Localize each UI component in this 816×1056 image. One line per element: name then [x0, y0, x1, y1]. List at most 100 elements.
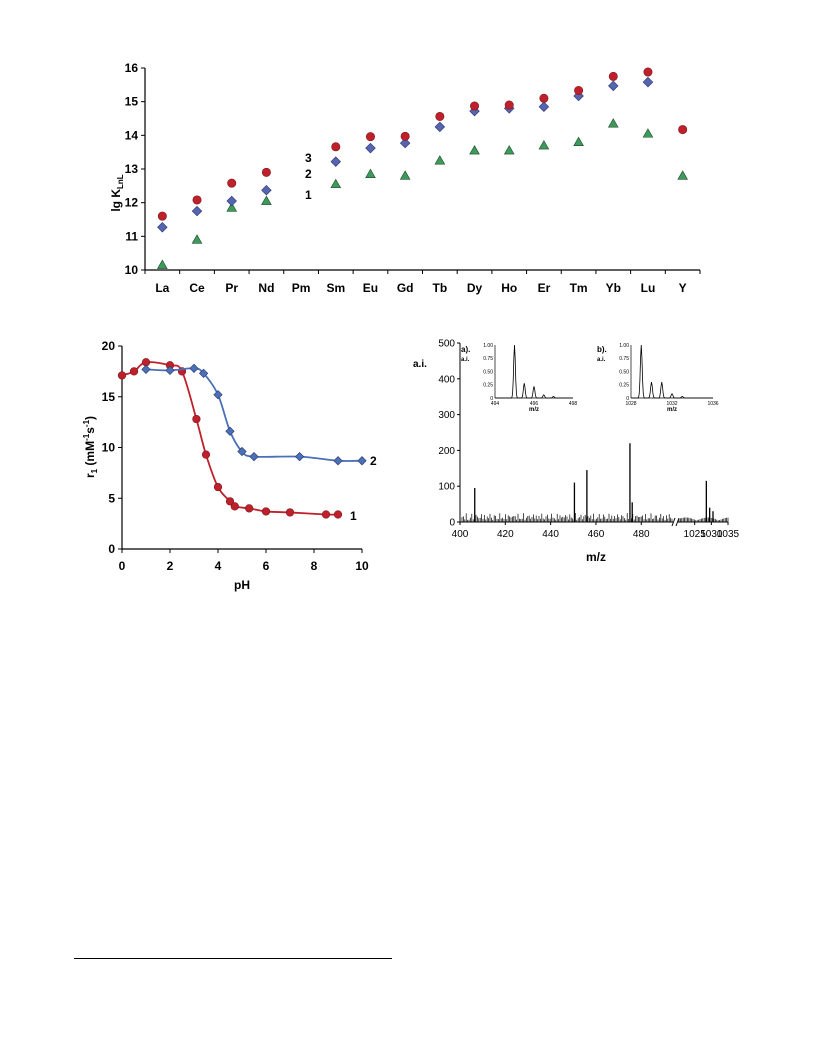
inset-a: a). a.i. 0 0.25 0.50 0.75 1.00 494 496 498 m/z — [461, 343, 577, 413]
y-tick-label: 200 — [438, 446, 455, 457]
x-tick-label: Er — [538, 281, 551, 295]
x-tick-label: 480 — [633, 529, 650, 540]
y-axis-label: lg KLnL — [109, 174, 125, 211]
inset-x-tick-label: 1028 — [625, 401, 636, 407]
inset-x-tick-label: 1036 — [707, 401, 718, 407]
inset-x-tick-label: 494 — [491, 401, 500, 407]
point-series-3-Ce — [192, 195, 202, 205]
point-series-1-Ho — [503, 145, 515, 155]
axis-break-mark — [671, 517, 676, 527]
x-tick-label: Tb — [433, 281, 448, 295]
inset-y-axis-label: a.i. — [461, 357, 470, 363]
point-series-2-Nd — [261, 184, 272, 196]
y-tick-label: 15 — [102, 390, 116, 404]
inset-y-tick-label: 0.50 — [619, 369, 629, 375]
y-axis-label-close: ) — [83, 416, 97, 420]
x-tick-label: Pr — [225, 281, 238, 295]
y-tick-label: 12 — [125, 196, 139, 210]
point-series-1-6 — [201, 450, 211, 459]
point-series-1-Lu — [642, 128, 654, 138]
svg-text:r1 (mM-1s-1): r1 (mM-1s-1) — [82, 416, 99, 478]
y-tick-label: 0 — [449, 518, 455, 529]
point-series-3-Eu — [365, 132, 375, 142]
point-series-3-Ho — [504, 100, 514, 110]
inset-y-tick-label: 0.25 — [483, 383, 493, 389]
point-series-3-Tb — [435, 111, 445, 121]
point-series-2-9 — [333, 456, 343, 466]
y-tick-label: 400 — [438, 374, 455, 385]
baseline-noise — [461, 513, 729, 522]
point-series-1-1 — [129, 367, 139, 376]
footnote-rule — [74, 958, 392, 959]
point-series-1-5 — [192, 414, 201, 424]
point-series-2-Gd — [399, 137, 411, 149]
series-label-3: 3 — [305, 151, 312, 165]
point-series-1-12 — [285, 508, 295, 517]
x-tick-label: 2 — [167, 559, 174, 573]
point-series-1-Tm — [573, 136, 584, 146]
inset-x-tick-label: 1032 — [666, 401, 677, 407]
point-series-2-La — [157, 222, 168, 233]
axis-break-mark — [675, 517, 680, 527]
point-series-2-Eu — [365, 142, 376, 154]
inset-b: b). a.i. 0 0.25 0.50 0.75 1.00 1028 1032 1036 m/z — [597, 343, 719, 413]
point-series-2-Sm — [330, 156, 342, 167]
x-tick-label: Ce — [189, 281, 205, 295]
x-axis-label: m/z — [586, 550, 606, 564]
point-series-1-9 — [230, 502, 239, 511]
point-series-2-2 — [189, 363, 199, 373]
x-tick-label: Pm — [292, 281, 311, 295]
point-series-3-La — [157, 211, 167, 221]
inset-y-tick-label: 0.25 — [619, 383, 629, 389]
y-tick-label: 20 — [102, 339, 116, 353]
point-series-1-Dy — [469, 145, 480, 155]
series-label-1: 1 — [350, 509, 357, 523]
point-series-3-Nd — [261, 167, 271, 177]
x-tick-label: 1030 — [700, 529, 723, 540]
y-axis-label-unit-b: s — [83, 427, 97, 434]
point-series-2-Tb — [434, 121, 446, 133]
series-label-2: 2 — [305, 167, 312, 181]
x-tick-label: Nd — [258, 281, 274, 295]
point-series-1-0 — [117, 371, 127, 380]
point-series-1-Yb — [607, 118, 619, 128]
spectrum-peaks — [461, 443, 729, 522]
y-axis-label-sub: 1 — [90, 468, 99, 473]
inset-y-tick-label: 0.75 — [619, 356, 629, 362]
inset-label: a). — [461, 345, 470, 354]
x-tick-label: 1025 — [684, 529, 707, 540]
x-tick-label: 4 — [215, 559, 222, 573]
point-series-2-4 — [213, 390, 223, 400]
x-tick-label: 1035 — [717, 529, 740, 540]
y-axis-label: r1 (mM-1s-1) — [82, 416, 99, 478]
inset-profile — [495, 344, 573, 399]
y-tick-label: 0 — [108, 542, 115, 556]
point-series-2-6 — [237, 446, 247, 457]
y-axis-label-sup-b: -1 — [82, 419, 91, 427]
y-axis-label-unit-a: (mM — [83, 441, 97, 469]
point-series-2-8 — [294, 452, 305, 462]
y-tick-label: 15 — [125, 95, 139, 109]
x-tick-label: Yb — [606, 281, 621, 295]
x-tick-label: 6 — [263, 559, 270, 573]
point-series-1-Ce — [191, 234, 203, 244]
series-2-line — [145, 367, 363, 462]
x-tick-label: Tm — [570, 281, 588, 295]
x-tick-label: 0 — [119, 559, 126, 573]
point-series-3-Tm — [574, 86, 584, 96]
inset-y-tick-label: 1.00 — [619, 343, 629, 349]
x-tick-label: 400 — [452, 529, 469, 540]
point-series-2-Pr — [226, 195, 237, 207]
point-series-2-Ce — [191, 205, 203, 217]
inset-x-tick-label: 496 — [530, 401, 539, 407]
point-series-3-Dy — [470, 101, 480, 111]
point-series-3-Yb — [608, 71, 618, 81]
x-tick-label: 10 — [355, 559, 369, 573]
point-series-1-Pr — [226, 202, 238, 212]
series-label-2: 2 — [370, 454, 377, 468]
point-series-3-Lu — [643, 67, 653, 77]
